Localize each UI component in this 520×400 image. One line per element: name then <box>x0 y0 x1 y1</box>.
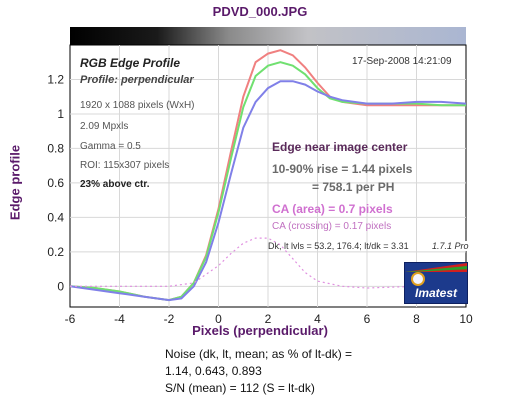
y-tick-label: 0.8 <box>47 141 64 155</box>
info-position: 23% above ctr. <box>80 179 150 190</box>
version-label: 1.7.1 Pro <box>430 241 471 251</box>
x-tick-label: -4 <box>114 312 125 326</box>
x-tick-label: -2 <box>164 312 175 326</box>
rise-value: 10-90% rise = 1.44 pixels <box>272 162 413 176</box>
y-tick-label: 0.2 <box>47 245 64 259</box>
x-tick-label: 10 <box>459 312 473 326</box>
info-mpxls: 2.09 Mpxls <box>80 121 129 132</box>
timestamp: 17-Sep-2008 14:21:09 <box>352 56 452 67</box>
axis-ticks: -6 -4 -2 0 2 4 6 8 10 0 0.2 0.4 0.6 0.8 1 1.2 <box>47 72 473 326</box>
x-tick-label: 0 <box>215 312 222 326</box>
y-tick-label: 0 <box>57 279 64 293</box>
logo-green-band <box>405 266 467 272</box>
logo-sun-icon <box>411 272 425 286</box>
series-line-3 <box>69 80 467 302</box>
imatest-logo: Imatest <box>404 262 468 304</box>
rise-per-ph: = 758.1 per PH <box>312 180 395 194</box>
levels-text: Dk, lt lvls = 53.2, 176.4; lt/dk = 3.31 <box>268 241 409 251</box>
y-tick-label: 0.6 <box>47 176 64 190</box>
logo-text: Imatest <box>414 286 458 300</box>
ca-crossing: CA (crossing) = 0.17 pixels <box>272 221 392 232</box>
y-tick-label: 1.2 <box>47 72 64 86</box>
series-lines <box>69 49 467 302</box>
ca-area: CA (area) = 0.7 pixels <box>272 202 393 216</box>
noise-line-2: 1.14, 0.643, 0.893 <box>165 364 262 378</box>
edge-title: Edge near image center <box>272 140 408 154</box>
x-tick-label: 6 <box>364 312 371 326</box>
x-tick-label: 2 <box>265 312 272 326</box>
noise-line-1: Noise (dk, lt, mean; as % of lt-dk) = <box>165 347 353 361</box>
x-tick-label: 8 <box>413 312 420 326</box>
figure-title: PDVD_000.JPG <box>212 4 308 19</box>
logo-red-band <box>405 263 467 272</box>
y-axis-label: Edge profile <box>7 144 23 221</box>
series-line-4 <box>70 237 466 289</box>
info-pixels: 1920 x 1088 pixels (WxH) <box>80 100 195 111</box>
x-tick-label: -6 <box>65 312 76 326</box>
edge-gradient-strip <box>70 27 466 45</box>
y-tick-label: 1 <box>57 107 64 121</box>
noise-line-3: S/N (mean) = 112 (S = lt-dk) <box>165 381 315 395</box>
y-tick-label: 0.4 <box>47 210 64 224</box>
x-tick-label: 4 <box>314 312 321 326</box>
info-roi: ROI: 115x307 pixels <box>80 160 170 171</box>
chart-title: RGB Edge Profile <box>80 56 181 70</box>
info-gamma: Gamma = 0.5 <box>80 141 141 152</box>
chart-subtitle: Profile: perpendicular <box>80 74 194 86</box>
x-axis-label: Pixels (perpendicular) <box>192 323 328 338</box>
